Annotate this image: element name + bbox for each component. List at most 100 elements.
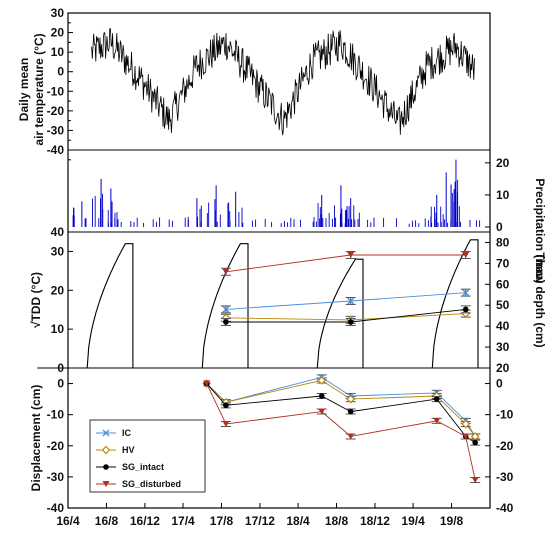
precip-tick-label: 10 xyxy=(496,188,510,202)
marker-triangle-down xyxy=(222,421,230,427)
x-tick-label: 18/8 xyxy=(325,514,349,528)
tdd-curve xyxy=(37,243,134,369)
disp-point xyxy=(346,394,356,404)
disp-point xyxy=(347,433,355,440)
disp-point xyxy=(317,376,327,385)
x-tick-label: 19/8 xyxy=(440,514,464,528)
legend-label: HV xyxy=(122,445,135,455)
marker-circle xyxy=(347,408,354,415)
x-tick-label: 17/8 xyxy=(210,514,234,528)
legend-box xyxy=(89,419,206,493)
marker-x xyxy=(462,289,470,297)
disp-point xyxy=(462,433,470,440)
legend-label: SG_disturbed xyxy=(122,479,181,489)
marker-circle xyxy=(462,306,469,313)
disp-point xyxy=(222,421,230,427)
disp-tick-label: 0 xyxy=(57,377,64,391)
marker-x xyxy=(347,297,355,305)
precip-minor-bars xyxy=(85,217,481,227)
disp-point xyxy=(347,408,354,415)
thaw-tick-label: 80 xyxy=(496,235,510,249)
thaw-point xyxy=(462,252,470,259)
plot-frame xyxy=(67,12,491,509)
legend-swatch-marker xyxy=(102,481,110,487)
marker-triangle-down xyxy=(318,408,326,415)
precip-axis-label: Precipitation (mm) xyxy=(533,178,547,283)
thaw-series-line xyxy=(225,254,466,273)
thaw-point xyxy=(347,252,355,259)
tdd-axis-label: √TDD (°C) xyxy=(29,272,43,328)
disp-point xyxy=(461,419,471,429)
tdd-tick-label: 30 xyxy=(51,244,65,258)
thaw-tick-label: 40 xyxy=(496,319,510,333)
x-tick-label: 17/12 xyxy=(245,514,275,528)
marker-triangle-down xyxy=(222,268,230,275)
x-tick-label: 16/12 xyxy=(130,514,160,528)
disp-point xyxy=(318,393,325,399)
temp-tick-label: -30 xyxy=(47,123,65,137)
thaw-point xyxy=(223,319,229,325)
marker-x xyxy=(222,305,230,313)
disp-point xyxy=(472,439,478,446)
thaw-tick-label: 50 xyxy=(496,298,510,312)
legend-label: IC xyxy=(122,428,132,438)
disp-right-tick-label: -10 xyxy=(496,408,514,422)
marker-triangle-down xyxy=(203,380,211,387)
disp-point xyxy=(433,396,440,402)
disp-axis-label: Displacement (cm) xyxy=(29,385,43,492)
x-tick-label: 17/4 xyxy=(171,514,195,528)
marker-circle xyxy=(103,464,109,470)
disp-right-tick-label: -30 xyxy=(496,470,514,484)
temp-tick-label: -10 xyxy=(47,84,65,98)
thaw-axis-label: Thaw depth (cm) xyxy=(533,252,547,347)
tdd-curve xyxy=(382,239,479,369)
legend-label: SG_intact xyxy=(122,462,164,472)
thaw-point xyxy=(347,319,354,325)
disp-right-tick-label: -20 xyxy=(496,439,514,453)
temp-tick-label: 0 xyxy=(57,65,64,79)
thaw-tick-label: 60 xyxy=(496,277,510,291)
tdd-tick-label: 10 xyxy=(51,322,65,336)
disp-point xyxy=(318,408,326,415)
disp-tick-label: -20 xyxy=(47,439,65,453)
marker-triangle-down xyxy=(433,417,441,424)
legend-swatch-marker xyxy=(102,429,110,437)
marker-triangle-down xyxy=(462,252,470,259)
marker-triangle-down xyxy=(471,477,479,483)
marker-circle xyxy=(223,319,229,325)
thaw-tick-label: 30 xyxy=(496,340,510,354)
thaw-point xyxy=(222,305,230,313)
marker-circle xyxy=(347,319,354,325)
marker-circle xyxy=(318,393,325,399)
marker-circle xyxy=(472,439,478,446)
thaw-point xyxy=(462,306,469,313)
disp-tick-label: -10 xyxy=(47,408,65,422)
disp-tick-label: -30 xyxy=(47,470,65,484)
thaw-point xyxy=(222,268,230,275)
tdd-curve xyxy=(152,243,249,369)
disp-point xyxy=(203,380,211,387)
legend-swatch-marker xyxy=(101,445,111,455)
marker-diamond xyxy=(346,394,356,404)
temp-axis-label-line1: Daily mean xyxy=(17,58,31,121)
thaw-point xyxy=(347,297,355,305)
marker-circle xyxy=(223,402,229,409)
tdd-curve xyxy=(267,258,364,369)
marker-triangle-down xyxy=(347,252,355,259)
marker-x xyxy=(102,429,110,437)
precip-tick-label: 20 xyxy=(496,156,510,170)
marker-diamond xyxy=(317,376,327,385)
thaw-point xyxy=(462,289,470,297)
marker-triangle-down xyxy=(102,481,110,487)
disp-point xyxy=(433,417,441,424)
tdd-tick-label: 20 xyxy=(51,283,65,297)
marker-diamond xyxy=(101,445,111,455)
x-tick-label: 18/4 xyxy=(286,514,310,528)
precip-left-tick-label: 40 xyxy=(51,225,65,239)
legend-swatch-marker xyxy=(103,464,109,470)
disp-right-tick-label: 0 xyxy=(496,377,503,391)
thaw-tick-label: 70 xyxy=(496,256,510,270)
x-tick-label: 16/4 xyxy=(56,514,80,528)
x-tick-label: 19/4 xyxy=(401,514,425,528)
